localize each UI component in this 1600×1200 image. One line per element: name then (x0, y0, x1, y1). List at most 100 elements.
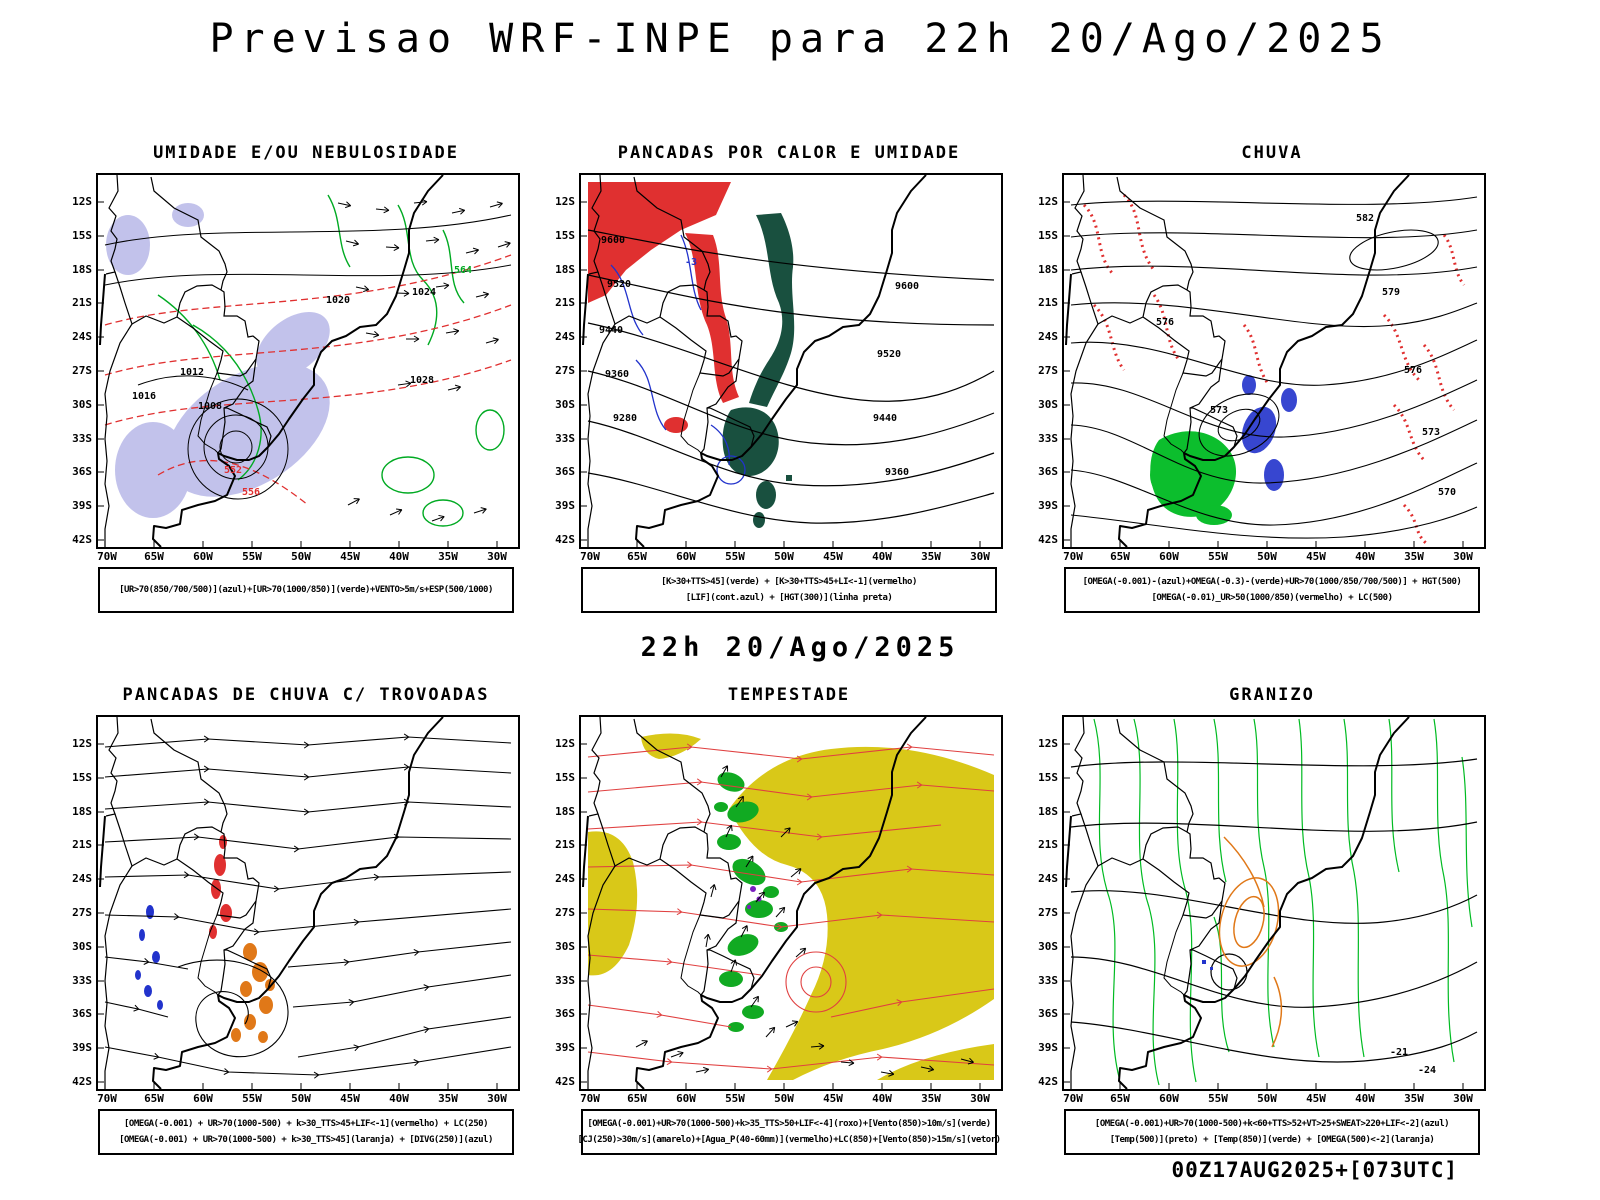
list-item-text: 65W (627, 550, 647, 563)
list-item-text: 45W (340, 1092, 360, 1105)
panel-title-pancadas-calor: PANCADAS POR CALOR E UMIDADE (617, 143, 961, 163)
list-item-text: 65W (144, 1092, 164, 1105)
list-item-text: 30W (1453, 1092, 1473, 1105)
contour-label: 9360 (885, 467, 909, 478)
list-item-text: 15S (555, 229, 575, 242)
panel-title-granizo: GRANIZO (1229, 685, 1315, 705)
hgt500-contours (1070, 196, 1478, 539)
contour-label: 570 (1438, 487, 1456, 498)
list-item-text: 33S (1038, 432, 1058, 445)
list-item-text: 33S (72, 432, 92, 445)
list-item-text: [OMEGA(-0.001)+UR>70(1000-500)+k>35_TTS>… (587, 1118, 991, 1129)
blue-marks (1202, 960, 1213, 970)
list-item-text: 24S (72, 872, 92, 885)
contour-labels: 9600 9520 9440 9360 9280 9600 9520 9440 … (599, 235, 919, 478)
list-item-text: 24S (72, 330, 92, 343)
list-item-text: 18S (1038, 805, 1058, 818)
list-item-text: 27S (555, 906, 575, 919)
list-item-text: 35W (438, 550, 458, 563)
map-frame-tempestade: 12S 15S 18S 21S 24S 27S 30S 33S 36S 39S 42S 70W 65W… (555, 715, 1003, 1105)
list-item-text: 12S (1038, 195, 1058, 208)
list-item-text: 30W (1453, 550, 1473, 563)
list-item-text: 55W (725, 1092, 745, 1105)
list-item-text: 50W (774, 550, 794, 563)
list-item-text: 45W (1306, 550, 1326, 563)
contour-label: 573 (1210, 405, 1228, 416)
contour-label: 564 (454, 265, 472, 276)
list-item-text: 35W (921, 1092, 941, 1105)
contour-label: 9440 (873, 413, 897, 424)
list-item-text: 50W (291, 1092, 311, 1105)
list-item-text: 30W (970, 1092, 990, 1105)
list-item-text: 18S (555, 805, 575, 818)
contour-label: 579 (1382, 287, 1400, 298)
contour-label: 573 (1422, 427, 1440, 438)
list-item-text: 50W (291, 550, 311, 563)
red-speckle-shading (1082, 193, 1466, 545)
contour-label: 576 (1156, 317, 1174, 328)
list-item-text: [K>30+TTS>45](verde) + [K>30+TTS>45+LI<-… (661, 576, 917, 587)
list-item-text: 27S (72, 364, 92, 377)
list-item-text: 27S (1038, 906, 1058, 919)
map-frame-umidade: 1016 1012 1008 1020 1024 1028 552 556 56… (72, 173, 520, 563)
map-frame-granizo: -21 -24 12S 15S 18S 21S 24S 27S 30S 33S 36S 39S 42… (1038, 715, 1486, 1105)
list-item-text: 33S (72, 974, 92, 987)
blue-shading (135, 905, 163, 1010)
list-item-text: [Temp(500)](preto) + [Temp(850)](verde) … (1109, 1135, 1435, 1145)
contour-label: 9280 (613, 413, 637, 424)
caption-tempestade: [OMEGA(-0.001)+UR>70(1000-500)+k>35_TTS>… (578, 1109, 1001, 1155)
green-omega-shading (1150, 431, 1237, 525)
isobars-black (104, 214, 512, 500)
contour-label: 1028 (410, 375, 434, 386)
lat-axis-labels: 12S 15S 18S 21S 24S 27S 30S 33S 36S 39S 42S (545, 175, 577, 547)
list-item-text: 50W (774, 1092, 794, 1105)
list-item-text: 55W (242, 550, 262, 563)
list-item-text: 21S (1038, 838, 1058, 851)
streamlines (104, 733, 512, 1079)
contour-label: 582 (1356, 213, 1374, 224)
list-item-text: [OMEGA(-0.001)+UR>70(1000-500)+k<60+TTS>… (1094, 1118, 1450, 1129)
list-item-text: 33S (555, 974, 575, 987)
list-item-text: 15S (72, 229, 92, 242)
contour-label: 552 (224, 465, 242, 476)
list-item-text: 35W (1404, 1092, 1424, 1105)
red-shading (588, 182, 739, 433)
list-item-text: 42S (555, 533, 575, 546)
panel-granizo: GRANIZO (1028, 682, 1488, 1155)
panel-title-tempestade: TEMPESTADE (727, 685, 851, 705)
contour-label: 9600 (601, 235, 625, 246)
list-item-text: 15S (555, 771, 575, 784)
lat-axis-labels: 12S 15S 18S 21S 24S 27S 30S 33S 36S 39S 42S (1028, 175, 1060, 547)
list-item-text: 45W (823, 1092, 843, 1105)
contour-label: 1012 (180, 367, 204, 378)
list-item-text: 24S (555, 330, 575, 343)
list-item-text: 30S (1038, 940, 1058, 953)
panel-title-umidade: UMIDADE E/OU NEBULOSIDADE (153, 143, 459, 163)
list-item-text: 70W (97, 1092, 117, 1105)
list-item-text: 18S (72, 263, 92, 276)
list-item-text: 24S (555, 872, 575, 885)
list-item-text: 30S (555, 940, 575, 953)
run-timestamp: 00Z17AUG2025+[073UTC] (1171, 1158, 1458, 1182)
hgt300-contours (587, 229, 995, 524)
orange-shading (231, 943, 275, 1043)
caption-granizo: [OMEGA(-0.001)+UR>70(1000-500)+k<60+TTS>… (1064, 1109, 1480, 1155)
list-item-text: [OMEGA(-0.01)_UR>50(1000/850)(vermelho) … (1151, 593, 1393, 603)
list-item-text: 60W (193, 1092, 213, 1105)
list-item-text: 42S (555, 1075, 575, 1088)
list-item-text: 30S (72, 940, 92, 953)
list-item-text: 21S (72, 296, 92, 309)
caption-umidade: [UR>70(850/700/500)](azul)+[UR>70(1000/8… (98, 567, 514, 613)
mid-subtitle: 22h 20/Ago/2025 (640, 632, 960, 663)
list-item-text: 33S (555, 432, 575, 445)
panel-tempestade: TEMPESTADE (545, 682, 1005, 1155)
list-item-text: 45W (1306, 1092, 1326, 1105)
contour-label: 9360 (605, 369, 629, 380)
panel-title-trovoadas: PANCADAS DE CHUVA C/ TROVOADAS (122, 685, 490, 705)
list-item-text: 70W (97, 550, 117, 563)
list-item-text: 40W (1355, 1092, 1375, 1105)
thickness-contours-red (104, 254, 512, 506)
list-item-text: 33S (1038, 974, 1058, 987)
contour-labels: -21 -24 (1390, 1047, 1436, 1076)
list-item-text: 65W (627, 1092, 647, 1105)
